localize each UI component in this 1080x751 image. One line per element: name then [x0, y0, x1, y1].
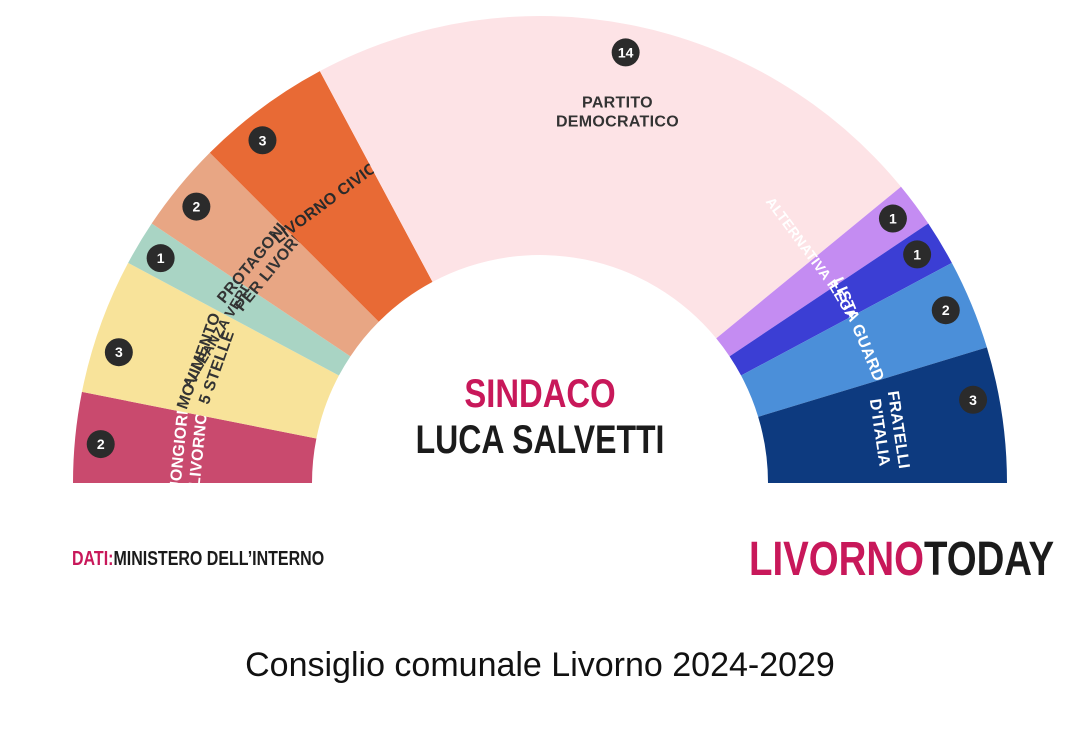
- data-source: DATI:MINISTERO DELL’INTERNO: [72, 548, 324, 571]
- seat-badge-circle: [903, 240, 932, 269]
- segment-partito-democratico: [319, 16, 901, 339]
- seat-count-label: 2: [97, 436, 105, 452]
- seat-badge-lega: 1: [903, 240, 932, 269]
- seat-badge-circle: [878, 204, 907, 233]
- seat-badge-protagonisti-per-livorno: 2: [182, 192, 211, 221]
- segment-label-line: DEMOCRATICO: [556, 114, 679, 131]
- seat-count-label: 2: [942, 302, 950, 318]
- seat-count-label: 1: [889, 211, 897, 227]
- seat-count-label: 2: [192, 199, 200, 215]
- mayor-role: SINDACO: [464, 372, 616, 416]
- seat-badge-alternativa-popolare: 1: [878, 204, 907, 233]
- seat-count-label: 1: [157, 250, 165, 266]
- seat-badge-buongiorno-livorno: 2: [86, 430, 115, 459]
- source-prefix: DATI:: [72, 548, 114, 570]
- seat-count-label: 3: [115, 344, 123, 360]
- segment-movimento-5-stelle: [81, 262, 339, 439]
- seat-count-label: 3: [259, 132, 267, 148]
- seat-badge-livorno-civica: 3: [248, 126, 277, 155]
- seat-badge-circle: [931, 296, 960, 325]
- seat-badge-circle: [86, 430, 115, 459]
- seat-badge-circle: [104, 338, 133, 367]
- source-name: MINISTERO DELL’INTERNO: [113, 548, 325, 570]
- seat-count-label: 3: [969, 392, 977, 408]
- brand-part2: TODAY: [923, 533, 1055, 586]
- seat-badge-fratelli-d-italia: 3: [959, 385, 988, 414]
- segment-label-line: PARTITO: [582, 95, 653, 112]
- seat-badge-circle: [248, 126, 277, 155]
- seat-badge-circle: [146, 244, 175, 273]
- brand-logo: LIVORNOTODAY: [749, 532, 1054, 587]
- seat-badge-circle: [959, 385, 988, 414]
- seat-count-label: 1: [913, 246, 921, 262]
- segment-alternativa-popolare: [716, 186, 929, 357]
- segment-label-partito-democratico: PARTITO DEMOCRATICO: [556, 95, 679, 131]
- segment-fratelli-d-italia: [758, 347, 1007, 483]
- seat-count-label: 14: [618, 44, 634, 60]
- brand-part1: LIVORNO: [749, 533, 924, 586]
- segment-lega: [729, 223, 952, 376]
- segment-buongiorno-livorno: [73, 391, 317, 483]
- seat-badge-movimento-5-stelle: 3: [104, 338, 133, 367]
- seat-badge-partito-democratico: 14: [611, 38, 640, 67]
- segment-lista-guarducci: [741, 262, 987, 417]
- mayor-name: LUCA SALVETTI: [415, 418, 665, 462]
- seat-badge-circle: [182, 192, 211, 221]
- seat-badge-alleanza-verdi-sinistra: 1: [146, 244, 175, 273]
- seat-badge-circle: [611, 38, 640, 67]
- segment-alleanza-verdi-sinistra: [128, 223, 351, 376]
- caption: Consiglio comunale Livorno 2024-2029: [245, 646, 835, 684]
- seat-badge-lista-guarducci: 2: [931, 296, 960, 325]
